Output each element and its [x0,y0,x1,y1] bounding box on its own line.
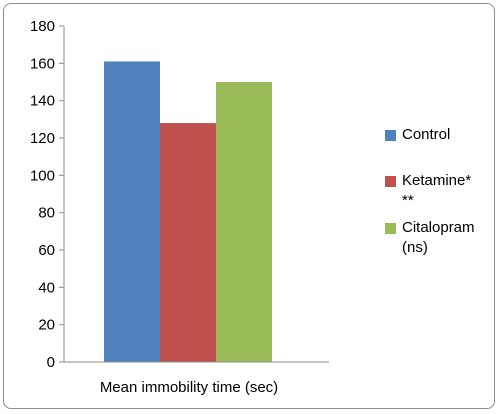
legend-label-ketamine: Ketamine* ** [402,172,472,209]
y-tick-label: 20 [38,317,55,334]
y-tick-label: 60 [38,242,55,259]
y-tick-label: 0 [47,354,55,371]
y-tick-label: 180 [30,18,55,35]
y-tick-label: 140 [30,93,55,110]
y-tick-label: 100 [30,167,55,184]
bar-ketamine [160,123,216,362]
y-tick-label: 120 [30,130,55,147]
legend-swatch-control [385,130,396,141]
bar-citalopram [216,82,272,362]
x-axis-category-label: Mean immobility time (sec) [100,379,278,396]
y-tick-label: 160 [30,55,55,72]
legend-swatch-ketamine [385,176,396,187]
bar-control [104,61,160,362]
y-tick-label: 80 [38,205,55,222]
legend-swatch-citalopram [385,223,396,234]
y-tick-label: 40 [38,279,55,296]
legend-label-citalopram: Citalopram (ns) [402,219,475,256]
legend-label-control: Control [402,126,451,143]
